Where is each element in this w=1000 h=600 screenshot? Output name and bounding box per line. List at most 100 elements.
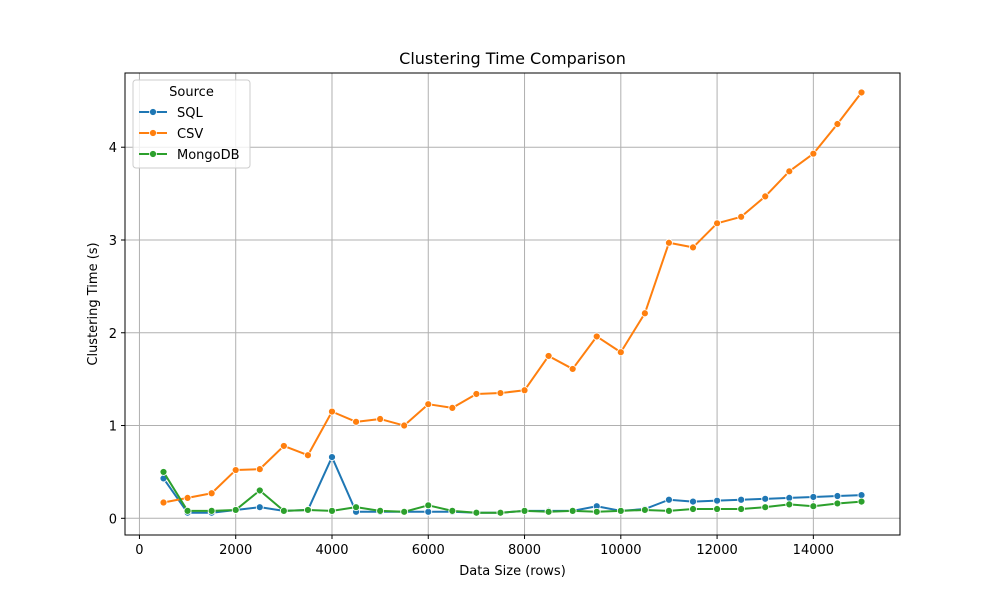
data-point (857, 497, 866, 506)
data-point (207, 506, 216, 515)
data-point (328, 407, 336, 416)
data-point (737, 212, 746, 221)
data-point (665, 495, 673, 504)
data-point (568, 506, 577, 515)
data-point (304, 451, 312, 460)
data-point (279, 442, 288, 450)
data-point (809, 493, 818, 501)
data-point (304, 506, 312, 514)
legend: Source SQL CSV MongoDB (132, 79, 251, 169)
data-point (616, 506, 625, 515)
data-point (665, 238, 673, 247)
data-point (255, 486, 264, 495)
data-point (785, 167, 794, 176)
data-point (472, 390, 481, 398)
series-line (163, 91, 863, 504)
data-point (544, 352, 553, 360)
legend-swatch-marker (149, 150, 157, 158)
x-tick-label: 8000 (508, 543, 541, 558)
legend-item-mongodb: MongoDB (139, 148, 240, 163)
ticks: 0 2000 4000 6000 8000 10000 12000 14000 0 1 2 3 4 (109, 141, 834, 558)
chart-title: Clustering Time Comparison (399, 49, 626, 68)
data-point (255, 503, 264, 512)
data-point (689, 497, 697, 506)
data-point (833, 499, 842, 508)
x-tick-label: 0 (135, 543, 143, 558)
series-line (162, 471, 862, 514)
x-tick-label: 10000 (600, 543, 641, 558)
x-tick-label: 12000 (696, 543, 737, 558)
x-axis-label: Data Size (rows) (459, 564, 566, 579)
y-tick-label: 1 (109, 420, 117, 435)
data-point (255, 465, 264, 474)
series-mongodb (159, 468, 866, 517)
data-point (761, 494, 770, 503)
data-point (785, 493, 794, 502)
x-tick-label: 6000 (412, 543, 445, 558)
data-point (761, 192, 770, 201)
data-point (328, 506, 336, 515)
data-point (713, 496, 721, 505)
data-point (616, 348, 625, 357)
data-point (448, 404, 457, 412)
data-point (713, 219, 721, 228)
data-point (183, 493, 192, 502)
data-point (833, 120, 842, 128)
data-point (496, 508, 505, 517)
data-point (785, 500, 794, 509)
y-tick-label: 3 (109, 234, 117, 249)
y-tick-label: 4 (109, 141, 117, 156)
data-point (592, 507, 601, 516)
data-point (472, 508, 481, 517)
data-point (737, 495, 746, 504)
data-point (640, 309, 649, 318)
data-point (833, 492, 842, 500)
data-point (159, 498, 168, 507)
data-point (376, 506, 385, 515)
legend-label: CSV (177, 127, 203, 142)
data-point (520, 386, 529, 395)
data-point (328, 453, 336, 461)
data-point (424, 501, 433, 510)
data-point (520, 506, 529, 515)
data-point (809, 502, 818, 511)
data-point (400, 421, 409, 430)
data-point (713, 505, 721, 513)
data-point (640, 506, 649, 514)
data-point (231, 466, 240, 474)
data-point (496, 389, 505, 397)
data-point (424, 400, 433, 409)
legend-swatch-marker (149, 108, 157, 116)
legend-swatch-marker (149, 129, 157, 137)
y-axis-label: Clustering Time (s) (86, 242, 101, 365)
data-point (689, 243, 697, 252)
data-point (352, 503, 360, 512)
plot-frame (124, 72, 901, 536)
data-point (544, 507, 553, 516)
data-point (231, 506, 240, 514)
y-tick-label: 2 (109, 327, 117, 342)
data-point (376, 415, 385, 423)
data-point (689, 505, 697, 513)
legend-item-csv: CSV (139, 127, 203, 142)
data-point (665, 506, 673, 515)
series-layer (159, 88, 866, 517)
data-point (737, 505, 746, 513)
data-point (183, 506, 192, 515)
data-point (592, 332, 601, 341)
data-point (809, 149, 818, 158)
x-tick-label: 14000 (793, 543, 834, 558)
legend-label: MongoDB (177, 148, 240, 163)
data-point (207, 489, 216, 498)
data-point (400, 507, 409, 516)
x-tick-label: 2000 (219, 543, 252, 558)
series-csv (159, 88, 866, 507)
data-point (352, 417, 360, 426)
data-point (761, 503, 770, 512)
y-tick-label: 0 (109, 512, 117, 527)
legend-item-sql: SQL (139, 106, 203, 121)
data-point (857, 88, 866, 97)
data-point (159, 468, 168, 476)
x-tick-label: 4000 (315, 543, 348, 558)
